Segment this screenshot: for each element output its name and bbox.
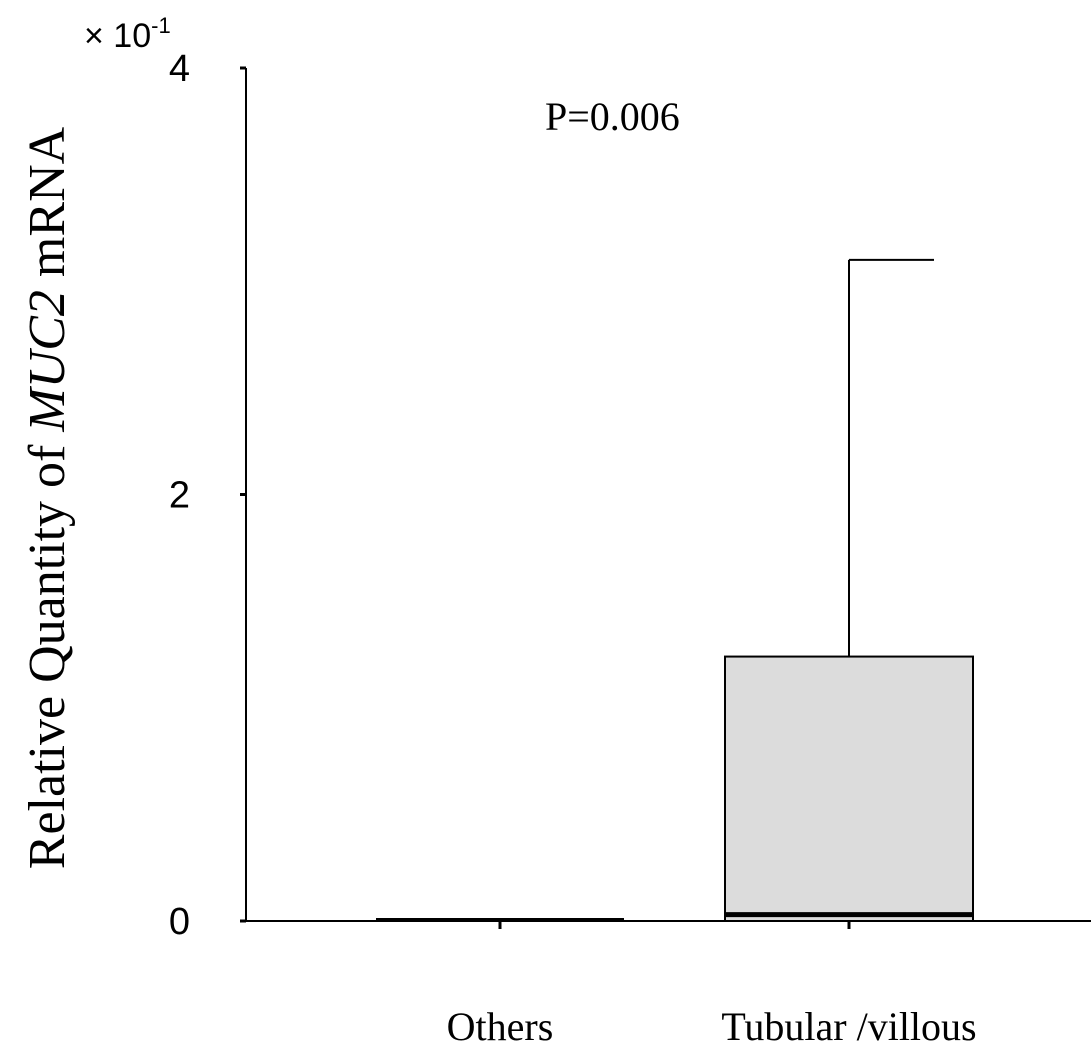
y-tick-label: 2 <box>169 475 190 517</box>
x-tick-label: Others <box>447 1004 554 1047</box>
y-axis-title-suffix: mRNA <box>19 126 76 290</box>
y-axis-title-prefix: Relative Quantity of <box>19 432 76 870</box>
x-tick-label: Tubular /villous <box>721 1004 976 1047</box>
y-multiplier-label: × 10-1 <box>84 13 171 55</box>
y-ticks: 0 2 4 <box>169 48 246 943</box>
p-value-annotation: P=0.006 <box>545 94 680 139</box>
plot-marks <box>376 258 974 922</box>
box-group <box>724 258 974 922</box>
y-multiplier-exponent: -1 <box>151 13 171 38</box>
y-multiplier-base: × 10 <box>84 17 151 55</box>
x-ticks: Others Tubular /villous <box>447 921 977 1047</box>
y-tick-label: 4 <box>169 48 190 90</box>
box-iqr <box>724 655 974 922</box>
y-axis-title-gene: MUC2 <box>19 290 76 433</box>
y-axis-title: Relative Quantity of MUC2 mRNA <box>19 126 76 869</box>
y-tick-label: 0 <box>169 901 190 943</box>
